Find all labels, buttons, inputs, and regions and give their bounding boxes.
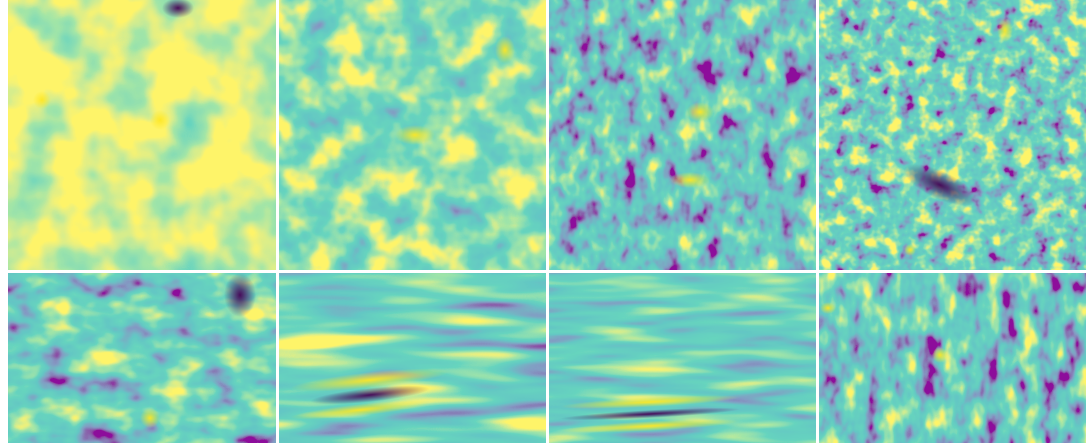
bright-spot bbox=[932, 347, 948, 363]
bright-spot bbox=[670, 172, 710, 188]
bright-spot bbox=[997, 18, 1013, 42]
tile bbox=[819, 0, 1086, 270]
tile-image bbox=[549, 0, 816, 270]
bright-spot bbox=[150, 110, 170, 130]
tile bbox=[8, 0, 276, 270]
tile-image bbox=[819, 0, 1086, 270]
tile-image bbox=[8, 0, 276, 270]
tile bbox=[279, 273, 546, 443]
bright-spot bbox=[140, 408, 160, 428]
image-grid bbox=[0, 0, 1089, 443]
tile-image bbox=[819, 273, 1086, 443]
tile bbox=[549, 0, 816, 270]
page bbox=[0, 0, 1089, 443]
tile bbox=[819, 273, 1086, 443]
tile bbox=[549, 273, 816, 443]
bright-spot bbox=[395, 125, 435, 145]
bright-spot bbox=[33, 91, 51, 109]
bright-spot bbox=[686, 102, 714, 122]
tile bbox=[8, 273, 276, 443]
bright-spot bbox=[820, 302, 836, 314]
tile bbox=[279, 0, 546, 270]
bright-spot bbox=[495, 36, 515, 64]
bright-spot bbox=[904, 244, 916, 256]
dark-spot bbox=[224, 273, 256, 317]
